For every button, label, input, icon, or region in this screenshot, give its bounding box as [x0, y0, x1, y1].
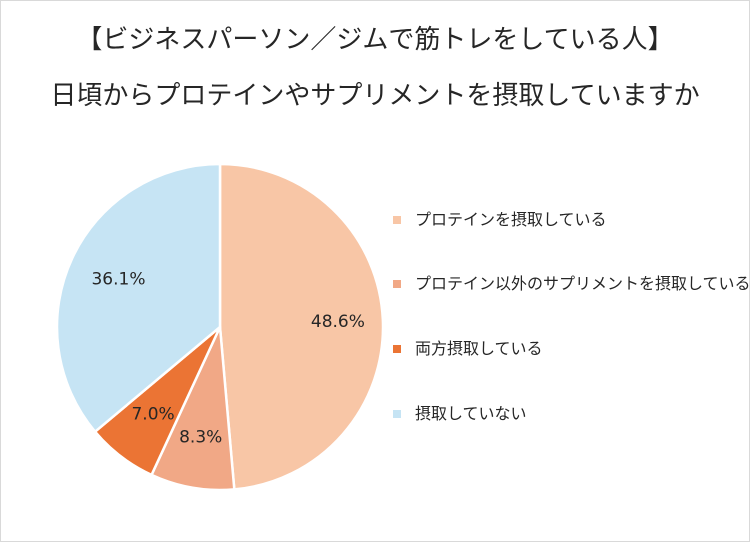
slice-none — [55, 162, 222, 433]
legend-label-protein: プロテインを摂取している — [415, 210, 607, 229]
legend-label-both: 両方摂取している — [415, 339, 543, 358]
legend-swatch-none — [393, 410, 401, 418]
legend-label-other-supplements: プロテイン以外のサプリメントを摂取している — [415, 274, 750, 293]
chart-subtitle: 日頃からプロテインやサプリメントを摂取していますか — [50, 81, 700, 111]
chart-title: 【ビジネスパーソン／ジムで筋トレをしている人】 — [76, 25, 674, 55]
data-label-both: 7.0% — [131, 404, 174, 424]
legend-swatch-both — [393, 345, 401, 353]
data-label-none: 36.1% — [91, 270, 145, 290]
legend-swatch-protein — [393, 216, 401, 224]
data-label-other-supplements: 8.3% — [179, 427, 222, 447]
legend-swatch-other-supplements — [393, 280, 401, 288]
legend-label-none: 摂取していない — [415, 404, 527, 423]
data-label-protein: 48.6% — [311, 312, 365, 332]
slice-protein — [218, 162, 385, 491]
